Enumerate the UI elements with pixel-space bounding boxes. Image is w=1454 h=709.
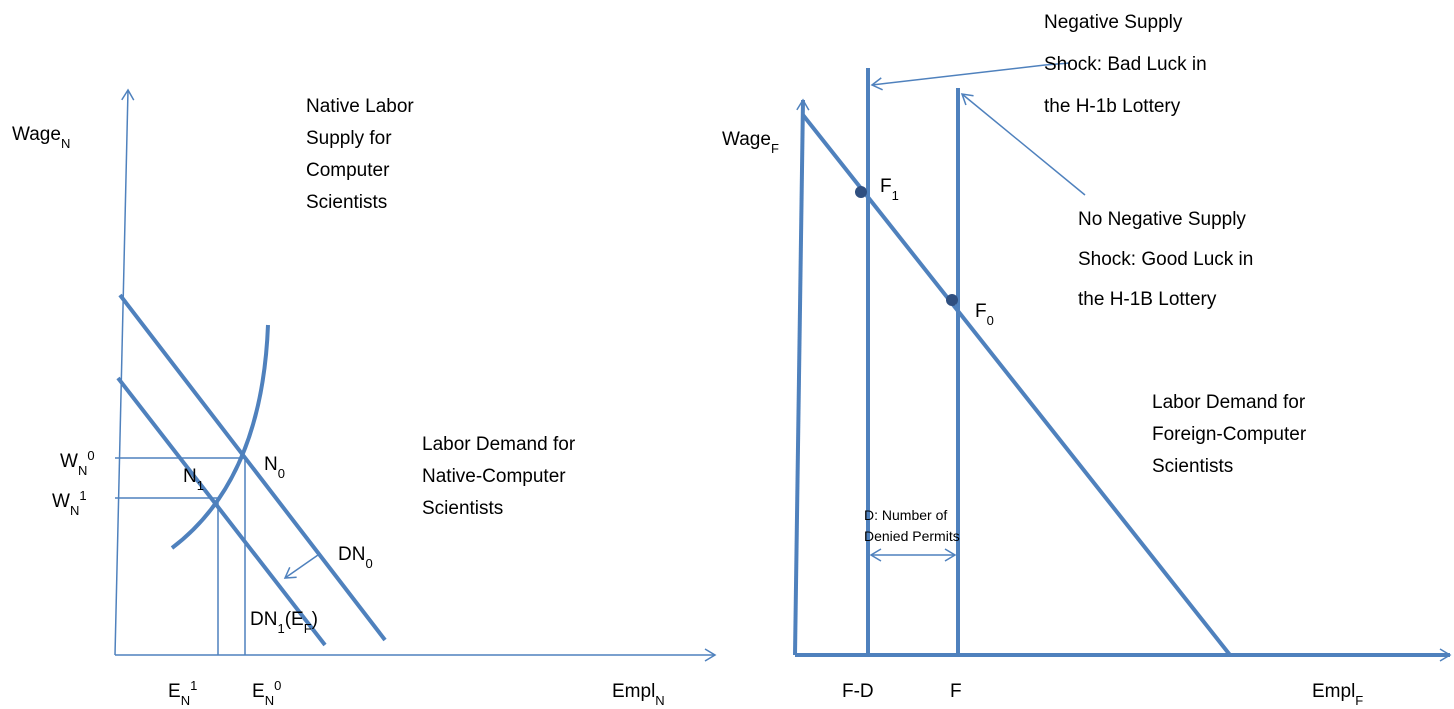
text-part: E: [252, 681, 265, 702]
text-part: Negative Supply: [1044, 12, 1183, 33]
text-part: F: [1355, 693, 1363, 708]
text-part: 1: [892, 188, 899, 203]
text-part: Shock: Good Luck in: [1078, 249, 1253, 270]
text-part: W: [52, 491, 70, 512]
text-part: N: [655, 693, 664, 708]
text-part: 1: [197, 478, 204, 493]
point-label: F1: [880, 176, 899, 203]
y-axis: [114, 88, 135, 656]
text-part: N: [70, 503, 79, 518]
equilibrium-point: [946, 294, 958, 306]
point-label: F0: [975, 301, 994, 328]
text-part: Labor Demand for: [422, 434, 576, 455]
guide-line: [115, 497, 219, 655]
point-label: N0: [264, 454, 285, 481]
point-label: N1: [183, 466, 204, 493]
text-part: N: [61, 136, 70, 151]
text-part: (E: [285, 609, 304, 630]
right-panel: WageF EmplF Negative Supply Shock: Bad L…: [722, 12, 1452, 708]
text-part: N: [265, 693, 274, 708]
demand-line: [118, 293, 387, 642]
text-part: 0: [278, 466, 285, 481]
demand-label: Labor Demand for Native-Computer Scienti…: [422, 434, 580, 519]
y-axis-label: WageN: [12, 124, 70, 151]
no-shock-label: No Negative Supply Shock: Good Luck in t…: [1078, 209, 1259, 310]
denied-label: D: Number of Denied Permits: [864, 507, 960, 544]
text-part: 1: [277, 621, 284, 636]
text-part: F: [771, 141, 779, 156]
text-part: F: [880, 176, 892, 197]
text-part: Denied Permits: [864, 528, 960, 544]
text-part: F: [975, 301, 987, 322]
text-part: No Negative Supply: [1078, 209, 1246, 230]
text-part: Supply for: [306, 128, 392, 149]
text-part: Scientists: [1152, 456, 1233, 477]
text-part: 0: [365, 556, 372, 571]
x-tick-label: F-D: [842, 681, 874, 702]
equilibrium-point: [855, 186, 867, 198]
x-tick-label: F: [950, 681, 962, 702]
curve-label: DN0: [338, 544, 373, 571]
text-part: Foreign-Computer: [1152, 424, 1307, 445]
y-axis: [793, 98, 810, 656]
shift-arrow: [283, 554, 319, 579]
text-part: 1: [79, 488, 86, 503]
text-part: Empl: [612, 681, 655, 702]
text-part: DN: [338, 544, 365, 565]
text-part: 0: [987, 313, 994, 328]
guide-line: [115, 457, 246, 655]
text-part: ): [312, 609, 318, 630]
demand-line: [801, 113, 1232, 657]
text-part: Empl: [1312, 681, 1355, 702]
text-part: N: [183, 466, 197, 487]
text-part: DN: [250, 609, 277, 630]
left-panel: WageN EmplN Native Labor Supply for Comp…: [12, 88, 717, 708]
text-part: 0: [87, 448, 94, 463]
text-part: F: [304, 621, 312, 636]
text-part: Shock: Bad Luck in: [1044, 54, 1207, 75]
demand-label: Labor Demand for Foreign-Computer Scient…: [1152, 392, 1311, 477]
text-part: 0: [274, 678, 281, 693]
x-axis-label: EmplF: [1312, 681, 1363, 708]
text-part: Wage: [12, 124, 61, 145]
text-part: Scientists: [422, 498, 503, 519]
x-axis-label: EmplN: [612, 681, 665, 708]
supply-curve: [170, 324, 270, 550]
text-part: D: Number of: [864, 507, 947, 523]
text-part: E: [168, 681, 181, 702]
wage-label: WN1: [52, 488, 87, 518]
text-part: W: [60, 451, 78, 472]
y-axis-label: WageF: [722, 129, 779, 156]
demand-line: [116, 376, 327, 647]
text-part: Native Labor: [306, 96, 414, 117]
callout-arrow: [960, 93, 1086, 196]
shock-label: Negative Supply Shock: Bad Luck in the H…: [1044, 12, 1212, 117]
text-part: Labor Demand for: [1152, 392, 1306, 413]
wage-label: WN0: [60, 448, 95, 478]
text-part: N: [78, 463, 87, 478]
text-part: Native-Computer: [422, 466, 566, 487]
text-part: Computer: [306, 160, 390, 181]
supply-label: Native Labor Supply for Computer Scienti…: [306, 96, 419, 213]
text-part: 1: [190, 678, 197, 693]
text-part: N: [181, 693, 190, 708]
employment-label: EN1: [168, 678, 197, 708]
curve-label: DN1(EF): [250, 609, 318, 636]
text-part: N: [264, 454, 278, 475]
text-part: Wage: [722, 129, 771, 150]
text-part: the H-1b Lottery: [1044, 96, 1181, 117]
employment-label: EN0: [252, 678, 281, 708]
text-part: the H-1B Lottery: [1078, 289, 1217, 310]
text-part: Scientists: [306, 192, 387, 213]
callout-arrow: [870, 62, 1071, 91]
